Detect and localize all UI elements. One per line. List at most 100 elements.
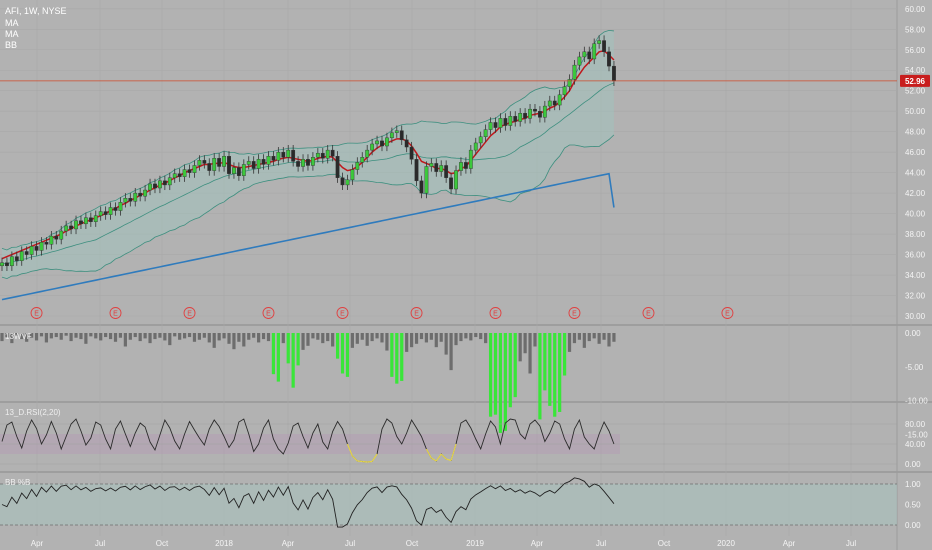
price-tick-label: 50.00 bbox=[905, 107, 926, 116]
earnings-marker-icon bbox=[30, 307, 43, 319]
symbol-title[interactable]: AFI, 1W, NYSE bbox=[5, 6, 67, 16]
candle-body bbox=[587, 51, 592, 60]
candle-body bbox=[449, 177, 453, 190]
wvf-bar bbox=[301, 333, 305, 350]
indicator-label-ma-slow[interactable]: MA bbox=[5, 29, 19, 39]
wvf-bar bbox=[316, 333, 320, 340]
candle-body bbox=[98, 211, 103, 216]
candle-body bbox=[355, 162, 360, 170]
wvf-bar bbox=[148, 333, 152, 344]
wvf-bar bbox=[321, 333, 325, 344]
candle-body bbox=[607, 51, 611, 67]
wvf-bar bbox=[533, 333, 537, 347]
time-tick-label: Jul bbox=[95, 539, 105, 548]
candle-body bbox=[241, 164, 246, 176]
candle-body bbox=[493, 122, 498, 128]
wvf-bar bbox=[207, 333, 211, 343]
candle-body bbox=[365, 149, 370, 158]
candle-body bbox=[409, 146, 414, 160]
wvf-bar bbox=[212, 333, 216, 348]
candle-body bbox=[478, 136, 483, 144]
wvf-bar bbox=[79, 333, 83, 340]
wvf-bar bbox=[15, 333, 19, 336]
wvf-bar bbox=[424, 333, 429, 343]
indicator-label-bb[interactable]: BB bbox=[5, 40, 18, 50]
candle-body bbox=[577, 56, 582, 66]
wvf-bar bbox=[232, 333, 236, 350]
bbp-tick-label: 1.00 bbox=[905, 480, 921, 489]
candle-body bbox=[345, 179, 350, 186]
price-tick-label: 54.00 bbox=[905, 66, 926, 75]
candle-body bbox=[340, 177, 345, 186]
price-tick-label: 48.00 bbox=[905, 128, 926, 137]
wvf-bar bbox=[350, 333, 354, 348]
wvf-bar bbox=[153, 333, 157, 340]
candle-body bbox=[143, 189, 148, 197]
wvf-bar bbox=[484, 333, 488, 344]
candle-body bbox=[488, 122, 493, 130]
wvf-bar bbox=[74, 333, 78, 338]
wvf-bar bbox=[94, 333, 98, 339]
candle-body bbox=[39, 242, 44, 251]
candle-body bbox=[572, 64, 577, 80]
bbp-tick-label: 0.00 bbox=[905, 521, 921, 530]
wvf-bar bbox=[247, 333, 251, 340]
candle-body bbox=[513, 116, 518, 122]
candle-body bbox=[508, 116, 513, 126]
candle-body bbox=[138, 192, 143, 197]
candle-body bbox=[424, 166, 429, 194]
wvf-bar bbox=[390, 333, 394, 377]
wvf-bar bbox=[158, 333, 162, 338]
candle-body bbox=[419, 180, 424, 194]
price-tick-label: 46.00 bbox=[905, 148, 926, 157]
candles bbox=[0, 35, 616, 271]
candle-body bbox=[182, 169, 187, 177]
indicator-label-ma-fast[interactable]: MA bbox=[5, 18, 19, 28]
candle-body bbox=[251, 161, 256, 169]
wvf-bar bbox=[202, 333, 206, 338]
candle-body bbox=[350, 169, 355, 181]
candle-body bbox=[74, 220, 78, 230]
wvf-bar bbox=[143, 333, 147, 339]
earnings-marker-label: E bbox=[493, 311, 498, 318]
candle-body bbox=[197, 160, 202, 166]
wvf-bar bbox=[365, 333, 369, 346]
earnings-marker-icon bbox=[410, 307, 423, 319]
price-tick-label: 34.00 bbox=[905, 271, 926, 280]
wvf-bar bbox=[439, 333, 443, 342]
rsi-oversold-segment bbox=[362, 460, 368, 463]
wvf-tick-label: -10.00 bbox=[905, 397, 928, 406]
earnings-marker-label: E bbox=[187, 311, 192, 318]
wvf-bar bbox=[0, 333, 4, 342]
candle-body bbox=[148, 183, 152, 191]
candle-body bbox=[172, 173, 177, 178]
wvf-bar bbox=[464, 333, 468, 339]
candle-body bbox=[459, 162, 463, 171]
wvf-bar bbox=[54, 333, 58, 338]
earnings-marker-icon bbox=[642, 307, 655, 319]
wvf-bar bbox=[10, 333, 14, 344]
candle-body bbox=[44, 242, 49, 245]
candle-body bbox=[463, 162, 468, 169]
candle-body bbox=[59, 230, 64, 240]
wvf-bar bbox=[49, 333, 53, 339]
rsi-tick-label: 80.00 bbox=[905, 420, 926, 429]
price-tick-label: 38.00 bbox=[905, 230, 926, 239]
candle-body bbox=[454, 170, 458, 190]
rsi-oversold-segment bbox=[450, 443, 457, 461]
wvf-bar bbox=[286, 333, 290, 364]
candle-body bbox=[330, 149, 335, 157]
candle-body bbox=[306, 159, 310, 166]
time-tick-label: 2018 bbox=[215, 539, 233, 548]
candle-body bbox=[429, 163, 434, 167]
wvf-bar bbox=[405, 333, 409, 352]
wvf-bar bbox=[414, 333, 419, 344]
wvf-bar bbox=[454, 333, 458, 346]
wvf-bar bbox=[355, 333, 359, 344]
price-tick-label: 42.00 bbox=[905, 189, 926, 198]
candle-body bbox=[473, 142, 478, 151]
wvf-bar bbox=[335, 333, 340, 359]
bbp-line bbox=[1, 477, 615, 528]
ma-slow-line bbox=[1, 172, 615, 301]
